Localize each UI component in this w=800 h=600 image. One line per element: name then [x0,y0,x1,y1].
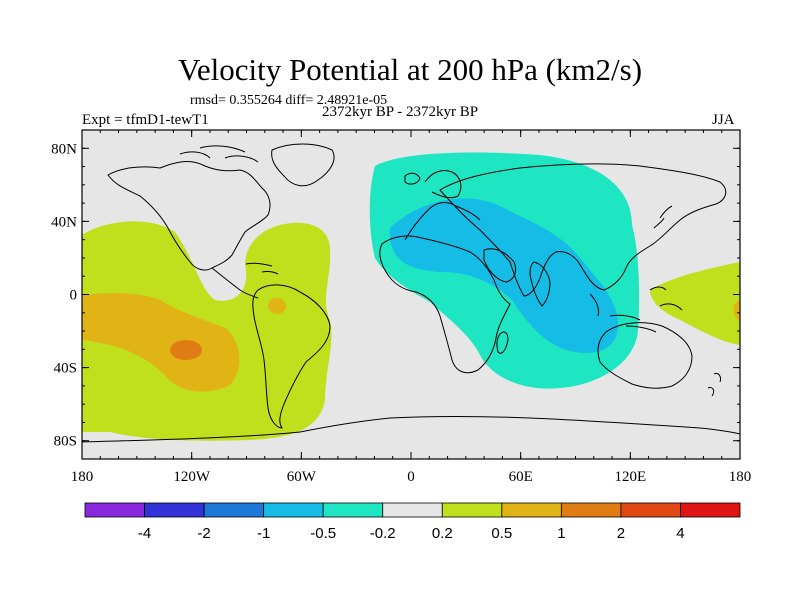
colorbar-swatch [144,502,205,518]
map-title: Velocity Potential at 200 hPa (km2/s) [177,52,643,87]
colorbar-label: 2 [617,525,625,542]
colorbar-swatch [441,502,503,518]
contour-orange-region-west [82,293,240,392]
coast-madagascar [496,331,509,354]
coast-india [529,261,551,307]
lon-label: 60W [287,469,317,485]
coast-australia [597,322,693,389]
coast-greenland [271,143,335,187]
colorbar-label: 1 [557,525,565,542]
coast-arctic-islands [179,145,259,163]
colorbar-swatch [560,502,622,518]
coast-africa [379,235,511,374]
colorbar: -4 -2 -1 -0.5 -0.2 0.2 0.5 1 2 4 [84,502,741,542]
coast-antarctica [82,416,740,443]
coast-north-america [107,161,271,271]
colorbar-swatch [620,502,681,518]
axes: 80N 40N 0 40S 80S 180 120W 60W 0 60E 120E 180 [51,129,752,485]
contour-cyan-region [389,198,618,353]
colorbar-label: -1 [257,525,270,542]
contour-green-region-east [650,262,740,345]
colorbar-label: -4 [138,525,151,542]
stats-label: rmsd= 0.355264 diff= 2.48921e-05 [190,93,388,108]
coast-japan [653,205,673,229]
coast-south-america [252,284,331,429]
lat-label: 40S [54,361,77,377]
colorbar-swatch [203,502,265,518]
lon-label: 120W [173,469,211,485]
colorbar-label: 0.2 [432,525,453,542]
lat-label: 80S [54,434,77,450]
contour-orange-region-east [733,300,740,322]
colorbar-swatch [382,502,443,518]
lon-label: 180 [71,469,94,485]
colorbar-label: -2 [197,525,210,542]
colorbar-swatch [84,502,145,518]
lon-label: 60E [509,469,533,485]
coast-southeast-asia [589,286,683,333]
colorbar-label: -0.5 [310,525,336,542]
colorbar-swatch [680,502,741,518]
colorbar-swatch [263,502,324,518]
coast-central-america [211,267,259,299]
contour-fills [82,152,740,441]
contour-orange-spot [268,298,286,314]
coast-europe [404,169,481,241]
colorbar-label: -0.2 [370,525,396,542]
contour-darkorange-spot [170,340,202,360]
coast-caribbean [245,262,279,275]
season-label: JJA [712,112,735,128]
lat-label: 80N [51,141,77,157]
lon-label: 180 [729,469,752,485]
lat-label: 40N [51,214,77,230]
colorbar-label: 4 [676,525,684,542]
colorbar-swatch [501,502,562,518]
lon-label: 120E [614,469,646,485]
lat-label: 0 [70,288,78,304]
period-label: 2372kyr BP - 2372kyr BP [322,104,479,120]
coastlines [82,143,740,443]
lon-label: 0 [407,469,415,485]
coast-new-zealand [707,373,721,397]
colorbar-swatch [322,502,384,518]
colorbar-label: 0.5 [491,525,512,542]
coast-asia [439,163,727,297]
experiment-label: Expt = tfmD1-tewT1 [82,112,209,128]
